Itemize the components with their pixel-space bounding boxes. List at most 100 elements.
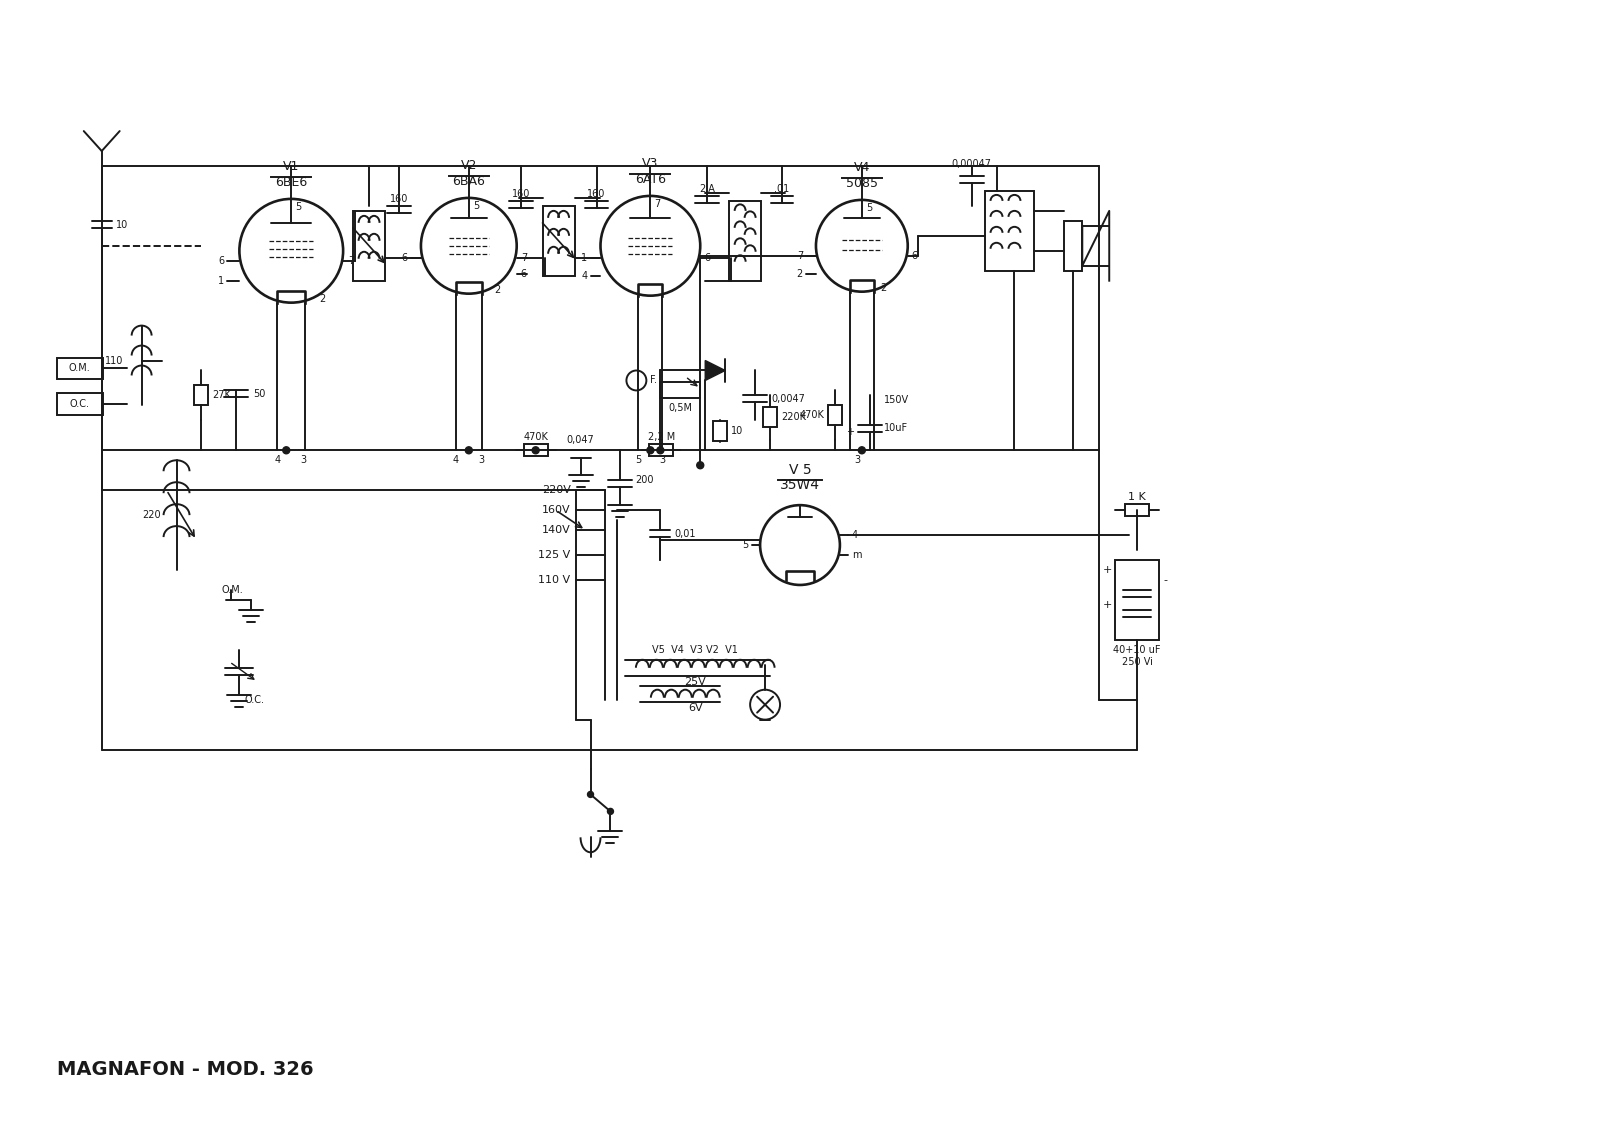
Text: 6BA6: 6BA6 <box>453 175 485 189</box>
Circle shape <box>658 447 664 454</box>
Text: 7: 7 <box>520 252 526 262</box>
Bar <box>763 407 778 428</box>
Text: 6: 6 <box>402 252 408 262</box>
Text: 160: 160 <box>587 189 606 199</box>
Text: V4: V4 <box>854 162 870 174</box>
Text: 2: 2 <box>797 269 803 278</box>
Text: 220V: 220V <box>542 485 571 495</box>
Circle shape <box>466 447 472 454</box>
Text: 0,047: 0,047 <box>566 435 595 446</box>
Text: 6V: 6V <box>688 702 702 713</box>
Text: 7: 7 <box>654 199 661 209</box>
Circle shape <box>283 447 290 454</box>
Text: 4: 4 <box>581 270 587 280</box>
Text: 27K: 27K <box>213 390 232 400</box>
Text: 6: 6 <box>912 251 918 261</box>
Text: 1 K: 1 K <box>1128 492 1146 502</box>
Text: V2: V2 <box>461 159 477 173</box>
Text: V 5: V 5 <box>789 464 811 477</box>
Text: 0,00047: 0,00047 <box>952 159 992 169</box>
Text: 10: 10 <box>115 219 128 230</box>
Bar <box>827 405 842 425</box>
Text: 50: 50 <box>253 389 266 399</box>
Circle shape <box>533 447 539 454</box>
Text: 160: 160 <box>390 193 408 204</box>
Text: m: m <box>851 550 861 560</box>
Bar <box>1115 560 1158 640</box>
Bar <box>58 357 102 380</box>
Text: 470K: 470K <box>523 432 549 442</box>
Text: 3: 3 <box>854 456 861 465</box>
Text: 1: 1 <box>581 252 587 262</box>
Text: 10: 10 <box>731 426 744 437</box>
Text: 6: 6 <box>704 252 710 262</box>
Text: 2: 2 <box>494 285 501 295</box>
Circle shape <box>608 809 613 814</box>
Bar <box>1064 221 1082 270</box>
Text: 0,5M: 0,5M <box>669 404 693 414</box>
Text: 6BE6: 6BE6 <box>275 176 307 189</box>
Text: 0,01: 0,01 <box>674 529 696 539</box>
Text: 5: 5 <box>474 201 478 210</box>
Text: 200: 200 <box>635 475 654 485</box>
Text: 2.A: 2.A <box>699 184 715 193</box>
Bar <box>542 206 574 276</box>
Bar <box>1125 504 1149 516</box>
Circle shape <box>858 447 866 454</box>
Bar <box>58 394 102 415</box>
Circle shape <box>587 792 594 797</box>
Text: 110 V: 110 V <box>539 575 571 585</box>
Text: 470K: 470K <box>798 411 824 421</box>
Text: 220: 220 <box>142 510 160 520</box>
Text: -: - <box>1163 575 1166 585</box>
Bar <box>523 444 547 456</box>
Text: 2,2 M: 2,2 M <box>648 432 675 442</box>
Text: 10uF: 10uF <box>883 423 907 433</box>
Text: 125 V: 125 V <box>538 550 571 560</box>
Text: 6: 6 <box>218 256 224 266</box>
Text: 2: 2 <box>880 283 886 293</box>
Bar <box>984 191 1035 270</box>
Text: +: + <box>1102 566 1112 575</box>
Text: +: + <box>1102 599 1112 610</box>
Text: O.C.: O.C. <box>70 399 90 409</box>
Bar <box>661 382 701 398</box>
Text: +: + <box>846 428 854 438</box>
Bar <box>354 210 386 280</box>
Text: 4: 4 <box>453 456 459 465</box>
Text: 3: 3 <box>478 456 485 465</box>
Text: 5085: 5085 <box>846 178 878 190</box>
Polygon shape <box>706 361 725 380</box>
Text: O.M.: O.M. <box>221 585 243 595</box>
Text: 220K: 220K <box>781 413 806 422</box>
Text: MAGNAFON - MOD. 326: MAGNAFON - MOD. 326 <box>58 1060 314 1079</box>
Bar <box>714 422 726 441</box>
Text: 250 Vi: 250 Vi <box>1122 657 1152 667</box>
Text: 6AT6: 6AT6 <box>635 173 666 187</box>
Text: 3: 3 <box>301 456 306 465</box>
Text: 3: 3 <box>659 456 666 465</box>
Text: 160: 160 <box>512 189 530 199</box>
Text: 2: 2 <box>318 294 325 303</box>
Bar <box>195 386 208 405</box>
Text: V5  V4  V3 V2  V1: V5 V4 V3 V2 V1 <box>653 645 738 655</box>
Text: 160V: 160V <box>542 506 571 515</box>
Text: 6: 6 <box>520 269 526 278</box>
Text: 4: 4 <box>851 530 858 541</box>
Text: 40+10 uF: 40+10 uF <box>1114 645 1162 655</box>
Text: 35W4: 35W4 <box>781 478 819 492</box>
Bar <box>650 444 674 456</box>
Text: 25V: 25V <box>685 676 706 687</box>
Text: 140V: 140V <box>542 525 571 535</box>
Text: V3: V3 <box>642 157 659 171</box>
Circle shape <box>696 461 704 468</box>
Text: V1: V1 <box>283 161 299 173</box>
Text: .01: .01 <box>774 184 790 193</box>
Text: F.: F. <box>650 375 658 386</box>
Text: 150V: 150V <box>883 396 909 405</box>
Text: O.M.: O.M. <box>69 363 91 373</box>
Text: 110: 110 <box>106 355 123 365</box>
Text: 1: 1 <box>218 276 224 286</box>
Text: 0,0047: 0,0047 <box>771 395 805 405</box>
Circle shape <box>646 447 654 454</box>
